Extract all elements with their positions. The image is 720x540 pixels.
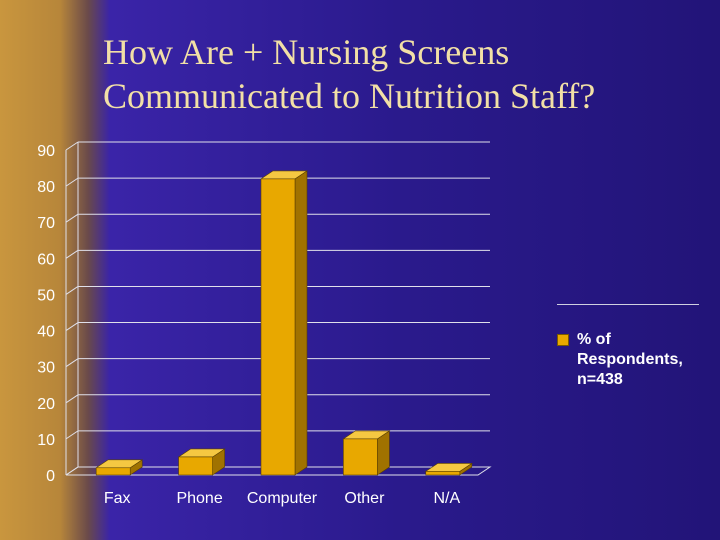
x-category-label: Phone xyxy=(176,490,222,507)
bar xyxy=(425,471,461,476)
slide-title-line-1: How Are + Nursing Screens xyxy=(103,32,510,72)
gridline-depth xyxy=(65,430,79,440)
bar xyxy=(178,456,213,476)
gridline-depth xyxy=(65,394,79,404)
gridline-depth xyxy=(65,358,79,368)
gridline-depth xyxy=(65,322,79,331)
legend-divider xyxy=(557,304,699,305)
y-tick-label: 60 xyxy=(37,251,55,268)
y-tick-label: 10 xyxy=(37,432,55,449)
gridline-depth xyxy=(65,213,79,223)
legend-label: % of Respondents, n=438 xyxy=(577,331,683,388)
y-tick-label: 80 xyxy=(37,179,55,196)
legend-swatch xyxy=(557,334,569,346)
y-tick-label: 20 xyxy=(37,396,55,413)
y-tick-label: 70 xyxy=(37,215,55,232)
x-category-label: Other xyxy=(344,490,385,507)
gridline-depth xyxy=(65,141,79,151)
y-tick-label: 30 xyxy=(37,360,55,377)
bar-side xyxy=(294,170,308,476)
gridline-depth xyxy=(65,177,79,187)
y-tick-label: 0 xyxy=(46,468,55,485)
slide-title: How Are + Nursing Screens Communicated t… xyxy=(103,30,703,118)
bar xyxy=(343,438,378,476)
gridline-depth xyxy=(65,286,79,295)
gridline-depth xyxy=(65,466,79,476)
y-tick-label: 40 xyxy=(37,324,55,341)
y-tick-label: 50 xyxy=(37,287,55,304)
bar xyxy=(95,467,131,476)
slide-title-line-2: Communicated to Nutrition Staff? xyxy=(103,76,596,116)
x-category-label: N/A xyxy=(433,490,460,507)
x-category-label: Fax xyxy=(104,490,131,507)
gridline-depth xyxy=(65,249,79,259)
y-tick-label: 90 xyxy=(37,143,55,160)
bar xyxy=(260,178,296,476)
x-category-label: Computer xyxy=(247,490,318,507)
